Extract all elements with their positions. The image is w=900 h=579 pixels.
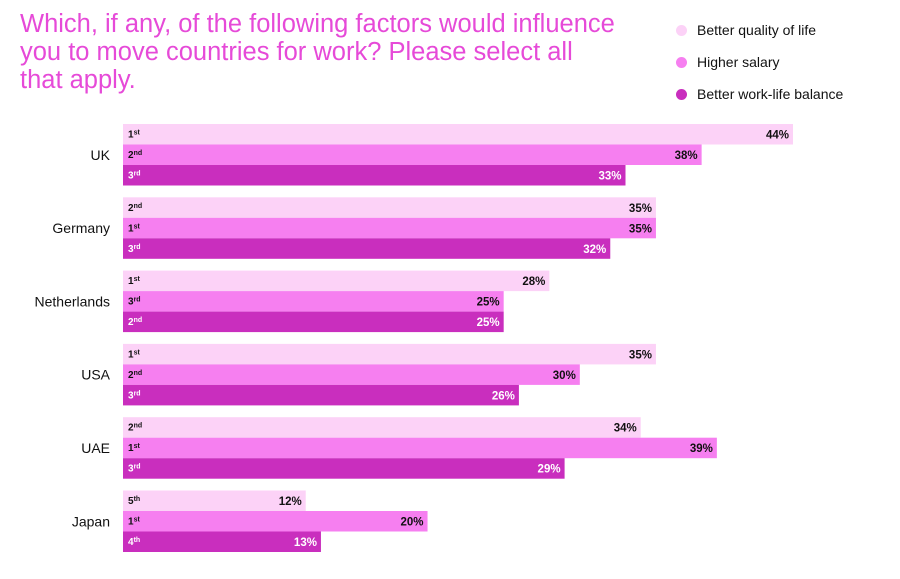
bar-uk-better-quality-of-life (123, 124, 793, 145)
value-label: 12% (279, 496, 302, 508)
value-label: 13% (294, 537, 317, 549)
rank-label: 3rd (128, 171, 141, 182)
bar-japan-higher-salary (123, 511, 428, 532)
rank-label: 3rd (128, 390, 141, 401)
rank-label: 1st (128, 443, 140, 454)
value-label: 25% (477, 317, 500, 329)
value-label: 25% (477, 297, 500, 309)
value-label: 20% (401, 517, 424, 529)
rank-label: 2nd (128, 150, 142, 161)
category-label-uae: UAE (81, 440, 110, 456)
category-label-usa: USA (81, 367, 110, 383)
legend-item-higher-salary: Higher salary (676, 46, 843, 78)
legend-swatch (676, 56, 687, 68)
bar-germany-higher-salary (123, 217, 656, 239)
legend-label: Higher salary (697, 54, 780, 70)
rank-label: 2nd (128, 423, 142, 434)
category-label-uk: UK (91, 147, 111, 163)
chart-title: Which, if any, of the following factors … (20, 10, 615, 94)
bar-usa-higher-salary (123, 364, 580, 385)
bar-japan-better-quality-of-life (123, 490, 306, 511)
value-label: 29% (538, 464, 561, 476)
bar-netherlands-better-work-life-balance (123, 311, 504, 333)
value-label: 44% (766, 130, 789, 142)
legend-label: Better quality of life (697, 22, 817, 38)
legend: Better quality of life Higher salary Bette… (676, 14, 843, 110)
rank-label: 3rd (128, 244, 141, 255)
rank-label: 1st (128, 517, 140, 528)
value-label: 35% (629, 349, 652, 361)
category-label-germany: Germany (52, 220, 110, 236)
category-label-japan: Japan (72, 513, 110, 529)
value-label: 35% (629, 203, 652, 215)
category-label-netherlands: Netherlands (35, 293, 111, 309)
value-label: 30% (553, 370, 576, 382)
rank-label: 1st (128, 276, 140, 287)
rank-label: 2nd (128, 317, 142, 328)
value-label: 33% (598, 171, 621, 183)
value-label: 38% (675, 150, 698, 162)
legend-swatch (676, 24, 687, 36)
bar-uae-better-work-life-balance (123, 458, 565, 479)
rank-label: 1st (128, 130, 140, 141)
legend-item-better-work-life-balance: Better work-life balance (676, 78, 843, 110)
rank-label: 3rd (128, 464, 141, 475)
legend-swatch (676, 88, 687, 100)
rank-label: 1st (128, 223, 140, 234)
bar-netherlands-better-quality-of-life (123, 270, 550, 292)
bar-japan-better-work-life-balance (123, 531, 321, 552)
rank-label: 1st (128, 349, 140, 360)
legend-label: Better work-life balance (697, 86, 844, 102)
rank-label: 2nd (128, 203, 142, 214)
legend-item-better-quality-of-life: Better quality of life (676, 14, 843, 46)
rank-label: 4th (128, 537, 140, 548)
value-label: 28% (522, 276, 545, 288)
bar-uae-higher-salary (123, 437, 717, 459)
value-label: 34% (614, 423, 637, 435)
value-label: 39% (690, 443, 713, 455)
bar-usa-better-quality-of-life (123, 343, 656, 365)
bar-germany-better-quality-of-life (123, 197, 656, 218)
bar-uk-better-work-life-balance (123, 165, 626, 186)
rank-label: 5th (128, 496, 140, 507)
bar-usa-better-work-life-balance (123, 384, 519, 406)
bar-netherlands-higher-salary (123, 291, 504, 312)
value-label: 35% (629, 223, 652, 235)
value-label: 32% (583, 244, 606, 256)
bar-uk-higher-salary (123, 144, 702, 165)
rank-label: 2nd (128, 370, 142, 381)
value-label: 26% (492, 390, 515, 402)
bar-uae-better-quality-of-life (123, 417, 641, 438)
bar-germany-better-work-life-balance (123, 238, 611, 259)
rank-label: 3rd (128, 297, 141, 308)
